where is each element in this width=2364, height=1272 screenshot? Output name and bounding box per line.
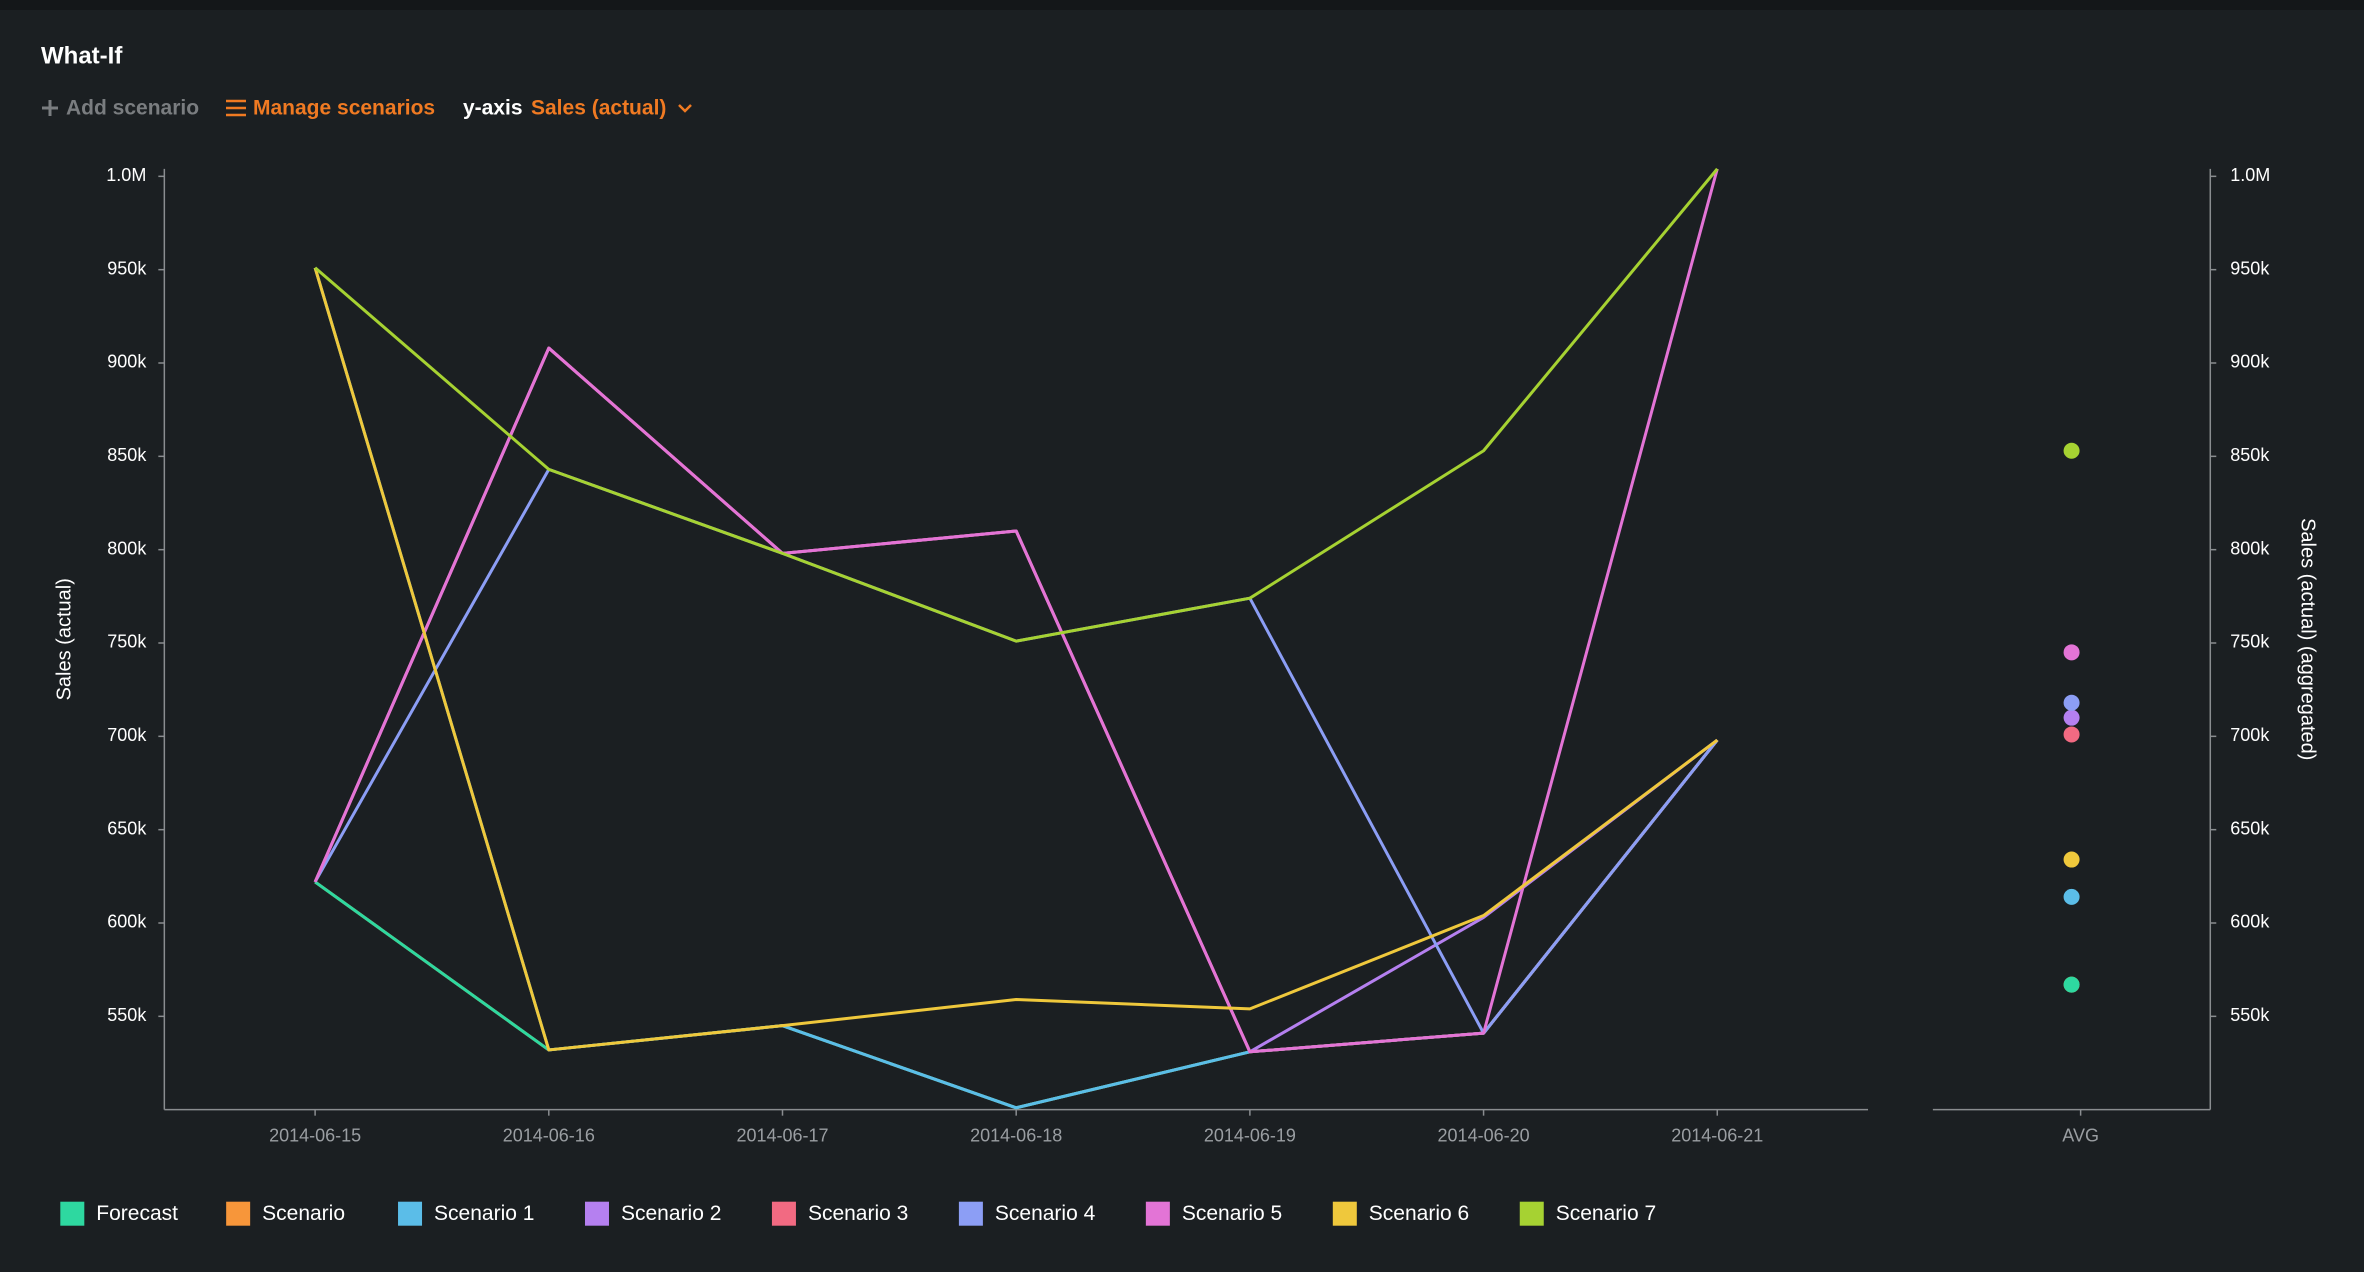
y-tick-label: 1.0M [106,165,146,185]
legend-item[interactable]: Scenario 5 [1145,1201,1282,1226]
legend-label[interactable]: Scenario 5 [1182,1202,1282,1225]
legend-item[interactable]: Scenario 6 [1332,1201,1469,1226]
x-tick-label: 2014-06-19 [1204,1126,1296,1146]
series-line [314,739,1719,1110]
legend-label[interactable]: Scenario 3 [808,1202,908,1225]
avg-dot [2063,976,2080,993]
avg-dot [2063,442,2080,459]
y-axis-value[interactable]: Sales (actual) [531,97,666,120]
legend-label[interactable]: Scenario [262,1202,345,1225]
legend-item[interactable]: Scenario 2 [584,1201,721,1226]
y-tick-label: 550k [107,1005,147,1025]
legend-swatch [1519,1201,1544,1226]
series-line [314,167,1719,643]
legend-label[interactable]: Scenario 1 [434,1202,534,1225]
legend-swatch [226,1201,251,1226]
avg-dot [2063,644,2080,661]
y2-tick-label: 650k [2230,818,2270,838]
legend-item[interactable]: Scenario [226,1201,345,1226]
y2-tick-label: 700k [2230,725,2270,745]
y-tick-label: 950k [107,258,147,278]
legend-swatch [1145,1201,1170,1226]
legend-label[interactable]: Scenario 7 [1556,1202,1656,1225]
legend-item[interactable]: Scenario 4 [958,1201,1096,1226]
legend-item[interactable]: Scenario 7 [1519,1201,1656,1226]
y-axis-select[interactable]: Sales (actual) [531,97,692,120]
legend-swatch [584,1201,609,1226]
avg-dot [2063,851,2080,868]
y2-tick-label: 800k [2230,538,2270,558]
y-axis-title: Sales (actual) [53,578,75,700]
y2-tick-label: 850k [2230,445,2270,465]
legend-item[interactable]: Forecast [60,1201,178,1226]
y-tick-label: 750k [107,632,147,652]
y2-tick-label: 1.0M [2230,165,2270,185]
legend-swatch [771,1201,796,1226]
x-tick-label: 2014-06-18 [970,1126,1062,1146]
chevron [678,104,692,113]
x-tick-label: 2014-06-21 [1671,1126,1763,1146]
chart: 550k 600k 650k 700k 750k 800k 850k 900k 950k 1.0M… [53,165,2319,1226]
avg-dot [2063,709,2080,726]
x-tick-label: 2014-06-16 [503,1126,595,1146]
panel-title: What-If [41,42,123,69]
manage-scenarios-label[interactable]: Manage scenarios [253,97,435,120]
legend-label[interactable]: Scenario 2 [621,1202,721,1225]
legend-swatch [958,1201,983,1226]
y-tick-label: 600k [107,912,147,932]
y-tick-label: 800k [107,538,147,558]
series-line [313,168,1719,1054]
y2-tick-label: 600k [2230,912,2270,932]
legend-swatch [398,1201,423,1226]
avg-label: AVG [2062,1126,2099,1146]
y2-tick-label: 550k [2230,1005,2270,1025]
series-line [313,267,1719,1110]
legend-swatch [60,1201,85,1226]
legend-item[interactable]: Scenario 3 [771,1201,908,1226]
y-tick-label: 650k [107,818,147,838]
x-tick-label: 2014-06-17 [736,1126,828,1146]
series-line [314,739,1719,1110]
series-line [313,267,1719,1052]
x-tick-label: 2014-06-20 [1438,1126,1530,1146]
top-strip [0,0,2364,10]
avg-dot [2063,694,2080,711]
y2-axis-title: Sales (actual) (aggregated) [2297,518,2319,760]
y2-tick-label: 750k [2230,632,2270,652]
y-tick-label: 850k [107,445,147,465]
manage-scenarios-button[interactable]: Manage scenarios [226,97,435,120]
add-scenario-label[interactable]: Add scenario [66,97,199,120]
legend-label[interactable]: Forecast [96,1202,178,1225]
y2-tick-label: 950k [2230,258,2270,278]
legend-swatch [1332,1201,1357,1226]
legend-label[interactable]: Scenario 6 [1369,1202,1469,1225]
y-tick-label: 900k [107,352,147,372]
avg-dot [2063,888,2080,905]
legend-item[interactable]: Scenario 1 [398,1201,534,1226]
y-tick-label: 700k [107,725,147,745]
y2-tick-label: 900k [2230,352,2270,372]
x-tick-label: 2014-06-15 [269,1126,361,1146]
legend-label[interactable]: Scenario 4 [995,1202,1096,1225]
y-axis-label: y-axis [463,97,523,120]
avg-dot [2063,726,2080,743]
add-scenario-button[interactable]: Add scenario [42,97,199,120]
